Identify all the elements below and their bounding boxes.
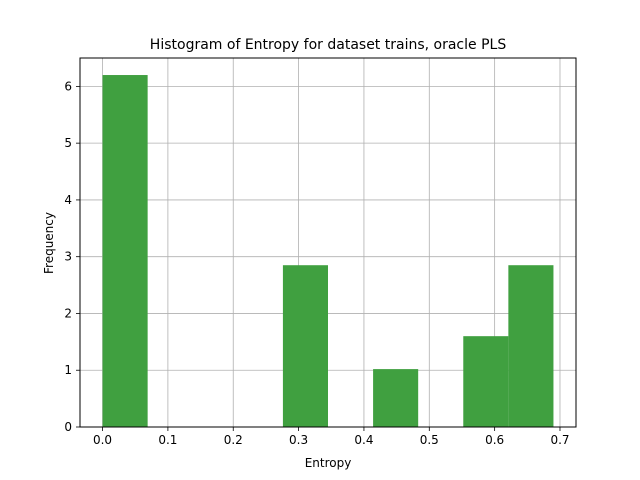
histogram-bar [102, 75, 148, 428]
y-tick-label: 1 [64, 363, 72, 377]
y-tick-label: 6 [64, 79, 72, 93]
x-tick-label: 0.0 [93, 433, 112, 447]
histogram-bar [463, 336, 509, 427]
x-tick-label: 0.1 [158, 433, 177, 447]
histogram-bar [508, 265, 554, 427]
histogram-bar [373, 369, 419, 427]
x-tick-label: 0.5 [420, 433, 439, 447]
x-tick-label: 0.6 [485, 433, 504, 447]
y-tick-label: 0 [64, 420, 72, 434]
x-axis-ticks: 0.0 0.1 0.2 0.3 0.4 0.5 0.6 0.7 [93, 427, 570, 447]
x-tick-label: 0.3 [289, 433, 308, 447]
y-tick-label: 4 [64, 193, 72, 207]
x-tick-label: 0.2 [224, 433, 243, 447]
x-axis-label: Entropy [305, 456, 352, 470]
plot-frame [79, 57, 577, 428]
chart-title: Histogram of Entropy for dataset trains,… [150, 37, 507, 53]
y-tick-label: 5 [64, 136, 72, 150]
bars-group [102, 75, 554, 428]
y-axis-ticks: 0 1 2 3 4 5 6 [64, 79, 80, 434]
histogram-bar [282, 265, 328, 427]
x-tick-label: 0.7 [550, 433, 569, 447]
y-tick-label: 2 [64, 306, 72, 320]
y-tick-label: 3 [64, 250, 72, 264]
x-tick-label: 0.4 [354, 433, 373, 447]
y-axis-label: Frequency [42, 212, 56, 274]
